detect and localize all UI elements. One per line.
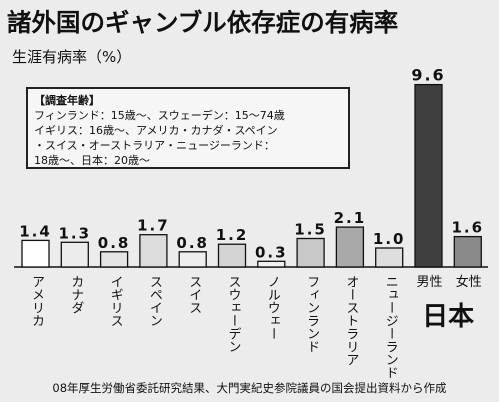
- note-line: ・スイス・オーストラリア・ニュージーランド：: [34, 139, 275, 152]
- bar-ノルウェー: [257, 260, 286, 268]
- bar-オーストラリア: [335, 226, 365, 268]
- bar-男性: [414, 83, 443, 268]
- category-label: カナダ: [68, 275, 83, 314]
- source-note: 08年厚生労働省委託研究結果、大門実紀史参院議員の国会提出資料から作成: [52, 381, 447, 395]
- note-line: フィンランド：15歳〜、スウェーデン：15〜74歳: [34, 109, 285, 122]
- data-label: 1.6: [452, 219, 485, 237]
- category-label: ノルウェー: [265, 275, 280, 340]
- data-label: 2.1: [334, 209, 367, 227]
- category-label: スペイン: [147, 275, 163, 327]
- category-label: ニュージーランド: [383, 275, 398, 379]
- category-label: 女性: [456, 274, 482, 290]
- data-label: 1.4: [19, 222, 52, 240]
- survey-age-note: 【調査年齢】 フィンランド：15歳〜、スウェーデン：15〜74歳 イギリス：16…: [26, 87, 350, 169]
- category-label: フィンランド: [304, 275, 319, 353]
- chart-title: 諸外国のギャンブル依存症の有病率: [7, 8, 399, 37]
- note-heading: 【調査年齢】: [34, 94, 100, 107]
- data-label: 1.2: [216, 226, 249, 244]
- bar-ニュージーランド: [375, 247, 404, 268]
- data-label: 0.8: [176, 234, 209, 252]
- bar-女性: [453, 235, 482, 268]
- data-label: 0.8: [98, 234, 131, 252]
- data-label: 0.3: [255, 243, 288, 261]
- data-label: 1.0: [373, 230, 406, 248]
- bar-イギリス: [99, 251, 129, 268]
- data-label: 1.7: [137, 217, 170, 235]
- data-label: 1.3: [59, 224, 92, 242]
- category-label: スイス: [186, 275, 201, 314]
- data-label: 1.5: [294, 221, 327, 239]
- category-label: スウェーデン: [226, 275, 241, 353]
- category-label: イギリス: [108, 275, 123, 327]
- bar-フィンランド: [296, 237, 325, 268]
- y-axis-label: 生涯有病率（%）: [12, 48, 132, 66]
- note-line: 18歳〜、日本：20歳〜: [34, 154, 150, 167]
- bar-アメリカ: [21, 239, 50, 268]
- bar-カナダ: [60, 241, 89, 268]
- note-line: イギリス：16歳〜、アメリカ・カナダ・スペイン: [34, 124, 278, 137]
- bar-スイス: [178, 251, 207, 268]
- category-label: アメリカ: [29, 275, 44, 327]
- category-label: オーストラリア: [343, 275, 358, 366]
- bar-スペイン: [139, 234, 168, 268]
- data-label: 9.6: [411, 66, 445, 85]
- bar-スウェーデン: [217, 243, 247, 268]
- japan-group-label: 日本: [422, 302, 474, 332]
- category-label: 男性: [416, 275, 442, 290]
